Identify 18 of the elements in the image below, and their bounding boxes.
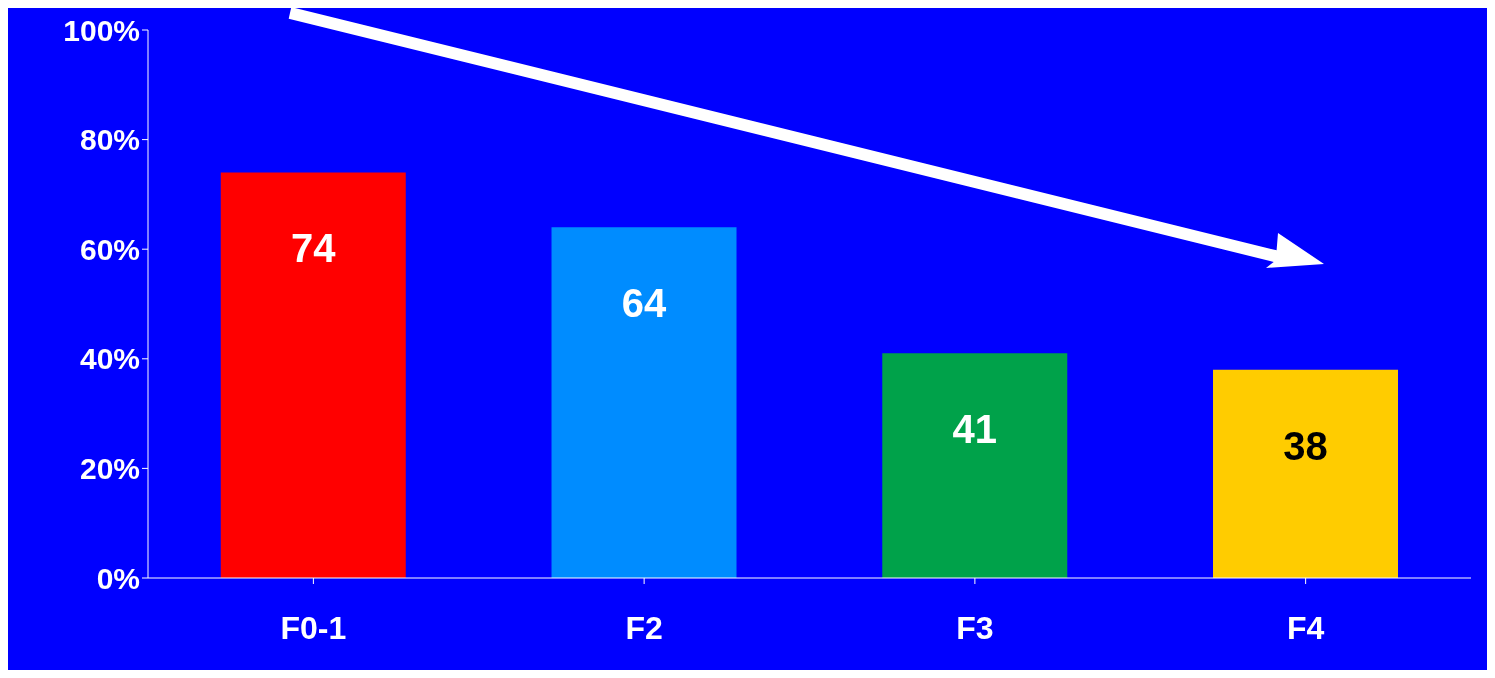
data-label: 38 (1283, 423, 1328, 468)
y-tick-label: 60% (79, 232, 140, 266)
x-tick-label: F2 (625, 609, 663, 646)
x-tick-label: F3 (956, 609, 994, 646)
bar (220, 172, 406, 578)
y-tick-label: 0% (96, 561, 140, 595)
y-tick-label: 20% (79, 452, 140, 486)
data-label: 41 (952, 407, 998, 452)
data-label: 64 (621, 281, 668, 326)
x-tick-label: F0-1 (280, 609, 347, 646)
bar (882, 353, 1068, 578)
x-tick-label: F4 (1286, 609, 1325, 646)
y-tick-label: 40% (79, 342, 140, 376)
y-tick-label: 80% (79, 123, 140, 157)
y-tick-label: 100% (63, 13, 140, 47)
bar (1213, 369, 1399, 578)
bar (551, 227, 737, 578)
data-label: 74 (291, 226, 337, 271)
